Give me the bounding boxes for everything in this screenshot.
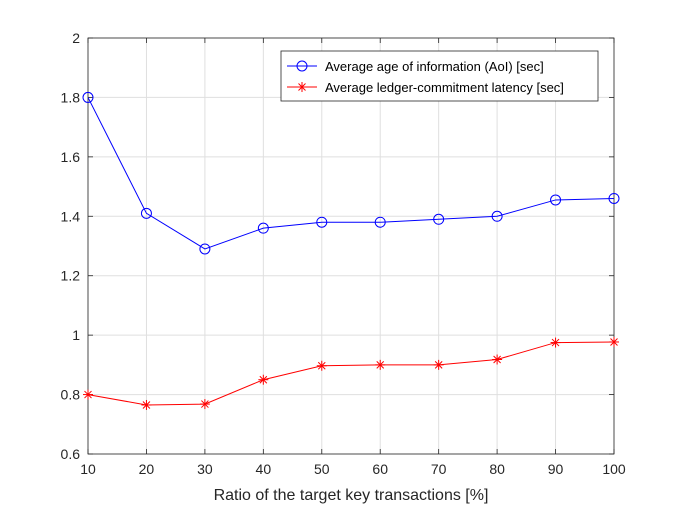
y-tick-label: 0.8 — [61, 387, 81, 403]
x-tick-label: 80 — [489, 461, 505, 477]
asterisk-stroke — [551, 338, 560, 347]
legend-marker-aoi — [296, 60, 308, 72]
data-point — [141, 399, 152, 410]
asterisk-stroke — [298, 83, 306, 91]
asterisk-stroke — [84, 390, 92, 399]
asterisk-stroke — [201, 400, 209, 408]
asterisk-stroke — [259, 375, 268, 384]
y-tick-label: 0.6 — [61, 446, 81, 462]
y-tick-label: 1.2 — [61, 268, 81, 284]
axes-box — [87, 37, 615, 455]
data-point — [550, 337, 561, 348]
data-point — [316, 216, 328, 228]
x-tick-label: 60 — [372, 461, 388, 477]
data-point — [258, 374, 269, 385]
legend-marker-shape — [296, 60, 308, 72]
x-tick-label: 70 — [431, 461, 447, 477]
data-point — [550, 194, 562, 206]
asterisk-stroke — [142, 401, 151, 409]
plot-area — [88, 38, 614, 454]
data-point — [491, 210, 503, 222]
legend-label-aoi: Average age of information (AoI) [sec] — [325, 59, 544, 74]
data-point — [433, 213, 445, 225]
x-tick-label: 30 — [197, 461, 213, 477]
asterisk-stroke — [493, 355, 501, 364]
series-group — [82, 91, 620, 410]
y-tick-label: 1.6 — [61, 149, 81, 165]
x-tick-label: 90 — [548, 461, 564, 477]
data-point — [82, 91, 94, 103]
legend-label-latency: Average ledger-commitment latency [sec] — [325, 80, 564, 95]
data-point — [257, 222, 269, 234]
data-point — [433, 359, 444, 370]
legend-box — [280, 50, 599, 102]
data-point — [199, 243, 211, 255]
series-aoi — [82, 91, 620, 255]
x-tick-label: 20 — [139, 461, 155, 477]
y-tick-label: 1 — [72, 327, 80, 343]
data-point — [608, 192, 620, 204]
data-point — [140, 207, 152, 219]
asterisk-stroke — [610, 338, 618, 346]
data-point — [375, 359, 386, 370]
x-tick-label: 100 — [602, 461, 626, 477]
x-tick-label: 10 — [80, 461, 96, 477]
data-point — [374, 216, 386, 228]
data-point — [83, 389, 93, 400]
data-point — [316, 360, 327, 371]
legend-entry-latency: Average ledger-commitment latency [sec] — [287, 80, 564, 95]
x-tick-label: 50 — [314, 461, 330, 477]
y-tick-label: 1.4 — [61, 208, 81, 224]
asterisk-stroke — [434, 361, 443, 369]
series-line — [87, 341, 615, 406]
data-point — [492, 354, 503, 365]
series-latency — [83, 336, 619, 410]
legend-marker-shape — [297, 82, 307, 92]
asterisk-stroke — [317, 361, 326, 370]
asterisk-stroke — [376, 361, 385, 369]
data-point — [609, 336, 619, 347]
x-axis-label: Ratio of the target key transactions [%] — [214, 487, 489, 504]
x-tick-label: 40 — [256, 461, 272, 477]
legend-marker-latency — [297, 82, 307, 92]
axes: 10 20 30 40 50 60 70 80 90 100 0.6 0.8 1 1.2 1.4 1.6 1.8… — [61, 30, 626, 477]
legend: Average age of information (AoI) [sec] A… — [280, 50, 599, 102]
data-point — [199, 399, 210, 410]
legend-entry-aoi: Average age of information (AoI) [sec] — [287, 59, 544, 74]
y-tick-label: 2 — [72, 30, 80, 46]
y-tick-label: 1.8 — [61, 89, 81, 105]
series-line — [87, 97, 615, 250]
